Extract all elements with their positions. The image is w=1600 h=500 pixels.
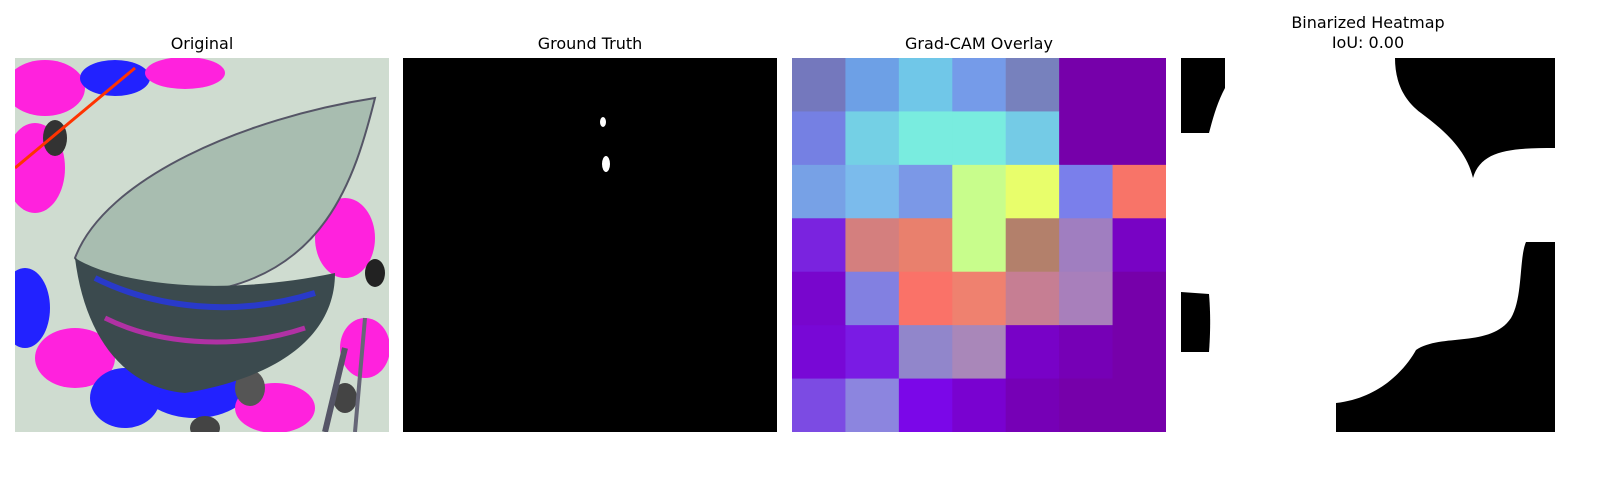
heatmap-cell [1112,58,1166,112]
heatmap-cell [1112,325,1166,380]
heatmap-cell [1005,271,1060,326]
heatmap-cell [898,271,953,326]
heatmap-cell [792,164,846,219]
heatmap-cell [898,325,953,380]
heatmap-cell [1005,111,1060,166]
heatmap-cell [845,218,900,273]
heatmap-cell [1059,58,1114,112]
ground-truth-title: Ground Truth [537,34,643,53]
heatmap-cell [845,111,900,166]
ground-truth-mask [403,58,777,432]
heatmap-cell [1059,164,1114,219]
heatmap-cell [1112,378,1166,432]
heatmap-cell [1059,378,1114,432]
heatmap-cell [845,58,900,112]
heatmap-cell [792,218,846,273]
heatmap-cell [1112,271,1166,326]
heatmap-cell [845,325,900,380]
heatmap-cell [1112,218,1166,273]
heatmap-cell [1059,271,1114,326]
original-title: Original [170,34,234,53]
heatmap-cell [1005,378,1060,432]
mask-spot [600,117,606,127]
heatmap-cell [845,271,900,326]
heatmap-cell [1059,325,1114,380]
heatmap-cell [898,378,953,432]
heatmap-cell [1005,58,1060,112]
binarized-heatmap [1181,58,1555,432]
heatmap-cell [845,378,900,432]
heatmap-cell [952,58,1007,112]
heatmap-cell [1059,218,1114,273]
heatmap-cell [792,58,846,112]
heatmap-cell [792,271,846,326]
mask-region [1336,242,1555,432]
heatmap-cell [952,164,1007,219]
gradcam-title: Grad-CAM Overlay [905,34,1053,53]
heatmap-cell [1112,164,1166,219]
heatmap-cell [1005,164,1060,219]
heatmap-cell [792,111,846,166]
heatmap-cell [898,218,953,273]
heatmap-cell [898,111,953,166]
heatmap-cell [952,378,1007,432]
heatmap-cell [952,111,1007,166]
heatmap-cell [952,218,1007,273]
binarized-title: Binarized Heatmap IoU: 0.00 [1181,13,1555,53]
heatmap-cell [1005,218,1060,273]
heatmap-cell [1059,111,1114,166]
heatmap-cell [898,58,953,112]
original-image [15,58,389,432]
mask-region [1181,292,1211,352]
heatmap-cell [952,271,1007,326]
mask-spot [602,156,610,172]
heatmap-cell [845,164,900,219]
heatmap-cell [792,325,846,380]
heatmap-cell [1005,325,1060,380]
heatmap-cell [898,164,953,219]
mask-region [1181,58,1225,133]
heatmap-cell [792,378,846,432]
heatmap-cell [1112,111,1166,166]
heatmap-cell [952,325,1007,380]
binarized-title-text: Binarized Heatmap [1291,13,1445,32]
iou-label: IoU: 0.00 [1331,33,1405,52]
gradcam-overlay [792,58,1166,432]
mask-region [1395,58,1555,178]
